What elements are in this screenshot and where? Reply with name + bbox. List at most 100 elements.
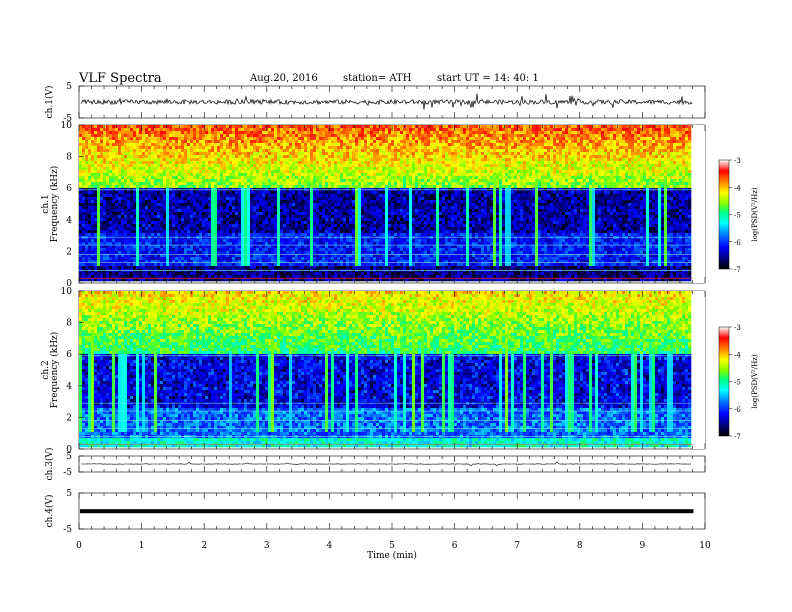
spectrogram-cell bbox=[670, 131, 673, 134]
spectrogram-cell bbox=[496, 164, 499, 167]
spectrogram-cell bbox=[205, 158, 208, 161]
spectrogram-cell bbox=[121, 161, 124, 164]
spectrogram-cell bbox=[478, 146, 481, 149]
spectrogram-cell bbox=[403, 128, 406, 131]
spectrogram-cell bbox=[439, 143, 442, 146]
spectrogram-cell bbox=[307, 143, 310, 146]
spectrogram-cell bbox=[628, 161, 631, 164]
spectrogram-cell bbox=[337, 128, 340, 131]
spectrogram-cell bbox=[364, 131, 367, 134]
spectrogram-cell bbox=[106, 131, 109, 134]
spectrogram-cell bbox=[217, 137, 220, 140]
spectrogram-cell bbox=[130, 161, 133, 164]
spectrogram-cell bbox=[280, 161, 283, 164]
spectrogram-cell bbox=[361, 128, 364, 131]
spectrogram-cell bbox=[487, 137, 490, 140]
spectrogram-cell bbox=[196, 131, 199, 134]
spectrogram-cell bbox=[181, 173, 184, 176]
spectrogram-cell bbox=[295, 146, 298, 149]
spectrogram-cell bbox=[631, 137, 634, 140]
spectrogram-cell bbox=[397, 125, 400, 128]
spectrogram-cell bbox=[244, 155, 247, 158]
spectrogram-cell bbox=[676, 158, 679, 161]
spectrogram-cell bbox=[415, 128, 418, 131]
spectrogram-cell bbox=[238, 131, 241, 134]
spectrogram-cell bbox=[484, 152, 487, 155]
spectrogram-cell bbox=[457, 143, 460, 146]
spectrogram-cell bbox=[406, 155, 409, 158]
spectrogram-cell bbox=[85, 134, 88, 137]
spectrogram-cell bbox=[499, 158, 502, 161]
spectrogram-cell bbox=[649, 173, 652, 176]
spectrogram-cell bbox=[343, 173, 346, 176]
spectrogram-cell bbox=[589, 158, 592, 161]
spectrogram-cell bbox=[499, 152, 502, 155]
spectrogram-cell bbox=[259, 164, 262, 167]
spectrogram-cell bbox=[466, 164, 469, 167]
spectrogram-cell bbox=[319, 167, 322, 170]
spectrogram-cell bbox=[394, 131, 397, 134]
spectrogram-cell bbox=[328, 155, 331, 158]
spectrogram-cell bbox=[304, 173, 307, 176]
spectrogram-cell bbox=[499, 140, 502, 143]
spectrogram-cell bbox=[523, 140, 526, 143]
spectrogram-cell bbox=[307, 134, 310, 137]
spectrogram-cell bbox=[409, 161, 412, 164]
spectrogram-cell bbox=[250, 161, 253, 164]
spectrogram-cell bbox=[574, 140, 577, 143]
spectrogram-cell bbox=[373, 134, 376, 137]
spectrogram-cell bbox=[619, 140, 622, 143]
spectrogram-cell bbox=[271, 173, 274, 176]
spectrogram-cell bbox=[223, 149, 226, 152]
spectrogram-cell bbox=[598, 125, 601, 128]
spectrogram-cell bbox=[337, 149, 340, 152]
spectrogram-cell bbox=[163, 152, 166, 155]
spectrogram-cell bbox=[82, 167, 85, 170]
spectrogram-cell bbox=[220, 131, 223, 134]
spectrogram-cell bbox=[391, 164, 394, 167]
spectrogram-cell bbox=[226, 167, 229, 170]
spectrogram-cell bbox=[208, 170, 211, 173]
spectrogram-cell bbox=[262, 158, 265, 161]
spectrogram-cell bbox=[676, 137, 679, 140]
spectrogram-cell bbox=[187, 143, 190, 146]
spectrogram-cell bbox=[115, 164, 118, 167]
spectrogram-cell bbox=[427, 155, 430, 158]
spectrogram-cell bbox=[190, 158, 193, 161]
spectrogram-cell bbox=[601, 146, 604, 149]
spectrogram-cell bbox=[280, 131, 283, 134]
spectrogram-cell bbox=[670, 173, 673, 176]
spectrogram-cell bbox=[100, 125, 103, 128]
spectrogram-cell bbox=[256, 125, 259, 128]
spectrogram-cell bbox=[139, 143, 142, 146]
spectrogram-cell bbox=[640, 152, 643, 155]
spectrogram-cell bbox=[442, 164, 445, 167]
spectrogram-cell bbox=[598, 146, 601, 149]
spectrogram-cell bbox=[400, 152, 403, 155]
spectrogram-cell bbox=[145, 128, 148, 131]
spectrogram-cell bbox=[394, 170, 397, 173]
spectrogram-cell bbox=[151, 152, 154, 155]
spectrogram-cell bbox=[445, 173, 448, 176]
spectrogram-cell bbox=[334, 158, 337, 161]
spectrogram-cell bbox=[493, 152, 496, 155]
spectrogram-cell bbox=[592, 146, 595, 149]
spectrogram-cell bbox=[190, 170, 193, 173]
spectrogram-cell bbox=[214, 173, 217, 176]
spectrogram-cell bbox=[235, 125, 238, 128]
spectrogram-cell bbox=[412, 128, 415, 131]
spectrogram-cell bbox=[391, 146, 394, 149]
spectrogram-cell bbox=[514, 152, 517, 155]
spectrogram-cell bbox=[292, 134, 295, 137]
spectrogram-cell bbox=[592, 170, 595, 173]
spectrogram-cell bbox=[631, 167, 634, 170]
spectrogram-cell bbox=[538, 173, 541, 176]
spectrogram-cell bbox=[319, 170, 322, 173]
spectrogram-cell bbox=[430, 143, 433, 146]
spectrogram-cell bbox=[454, 146, 457, 149]
spectrogram-cell bbox=[187, 125, 190, 128]
spectrogram-cell bbox=[130, 140, 133, 143]
spectrogram-cell bbox=[610, 146, 613, 149]
spectrogram-cell bbox=[283, 128, 286, 131]
spectrogram-cell bbox=[346, 131, 349, 134]
